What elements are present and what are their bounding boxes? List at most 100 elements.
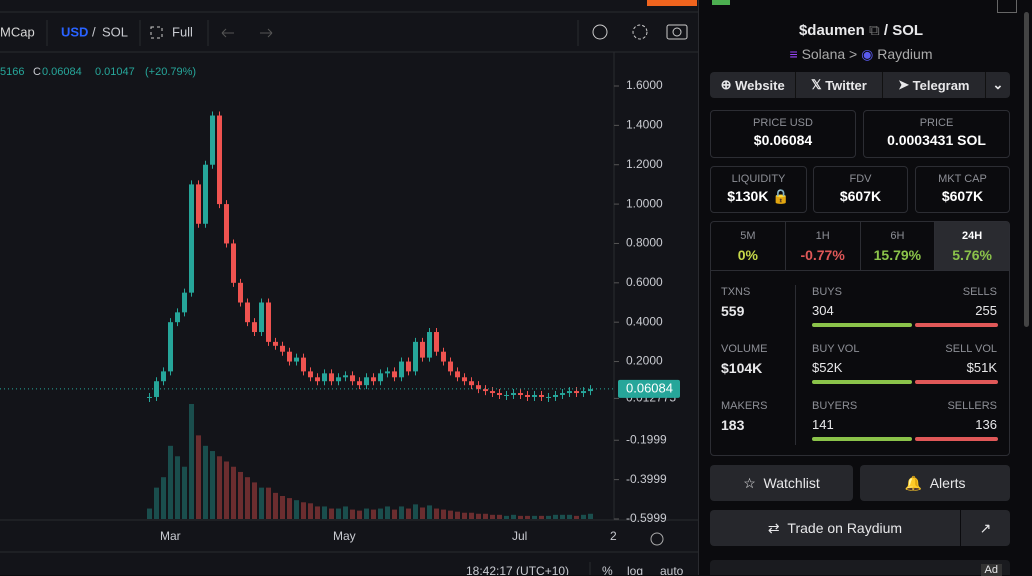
volume-bar <box>476 513 481 519</box>
sol[interactable]: SOL <box>102 24 128 39</box>
timeframes: 5M 0% 1H -0.77% 6H 15.79% 24H 5.76% <box>711 222 1009 271</box>
candle <box>259 302 264 333</box>
candle <box>203 164 208 224</box>
volume-bar <box>574 515 579 519</box>
candle <box>497 393 502 396</box>
timeframe[interactable]: 6H 15.79% <box>861 222 936 270</box>
auto-toggle[interactable]: auto <box>660 564 684 575</box>
links: ⊕ Website 𝕏 Twitter ➤ Telegram ⌄ <box>710 72 1010 98</box>
menu[interactable] <box>997 0 1017 13</box>
volume-bar <box>315 506 320 519</box>
volume-bar <box>224 461 229 519</box>
stat-right-label: SELLS <box>962 286 997 298</box>
y-tick-label: -0.3999 <box>626 472 667 486</box>
dex-name: Raydium <box>877 46 933 62</box>
legend-change: 0.01047 <box>95 66 135 78</box>
volume-bar <box>532 515 537 519</box>
watchlist[interactable]: ☆ Watchlist <box>710 465 853 501</box>
stat-left-value: 304 <box>812 303 834 318</box>
volume-bar <box>154 487 159 519</box>
scrollbar[interactable] <box>1024 12 1029 327</box>
volume-bar <box>567 514 572 519</box>
candle <box>490 391 495 394</box>
volume-bar <box>581 514 586 519</box>
timeframe[interactable]: 5M 0% <box>711 222 786 270</box>
candle <box>378 373 383 382</box>
sell-bar <box>915 323 998 327</box>
volume-bar <box>329 508 334 519</box>
volume-bar <box>175 456 180 519</box>
timeframe[interactable]: 24H 5.76% <box>935 222 1009 270</box>
more[interactable]: ⌄ <box>992 77 1004 92</box>
y-tick-label: 0.8000 <box>626 236 663 250</box>
trade[interactable]: ⇄ Trade on Raydium <box>710 510 960 546</box>
token-title: $daumen ⧉ / SOL <box>798 22 924 39</box>
volume-bar <box>441 509 446 519</box>
legend-close: 0.06084 <box>42 66 82 78</box>
external[interactable]: ↗ <box>961 510 1010 546</box>
stat-value: 183 <box>721 417 745 433</box>
sell-bar <box>915 380 998 384</box>
candle <box>273 341 278 346</box>
stat-value: $104K <box>721 360 763 376</box>
btn-text: Watchlist <box>763 475 820 491</box>
price-sol: PRICE 0.0003431 SOL <box>863 110 1010 158</box>
volume-bar <box>273 492 278 519</box>
status <box>712 0 730 5</box>
chain-name: Solana <box>801 46 846 62</box>
ad: Ad <box>980 564 1002 576</box>
candle <box>266 302 271 342</box>
candle <box>189 184 194 293</box>
volume-bar <box>406 508 411 519</box>
link[interactable]: 𝕏 Twitter <box>796 72 883 98</box>
label: FDV <box>849 173 872 185</box>
tf-label: 24H <box>962 230 983 242</box>
volume-bar <box>490 514 495 519</box>
link-text: Twitter <box>825 77 867 93</box>
usd[interactable]: USD <box>61 24 88 39</box>
candle <box>441 351 446 362</box>
volume-bar <box>462 512 467 519</box>
link[interactable]: ⊕ Website <box>710 72 797 98</box>
y-tick-label: 1.2000 <box>626 157 663 171</box>
candle <box>238 282 243 303</box>
candle <box>546 396 551 398</box>
candle <box>280 345 285 352</box>
candle <box>553 395 558 397</box>
log-toggle[interactable]: log <box>627 564 643 575</box>
tf-label: 1H <box>815 230 830 242</box>
link[interactable]: ➤ Telegram <box>883 72 986 98</box>
candle <box>504 395 509 397</box>
mcap[interactable]: MCap <box>0 24 35 39</box>
last-price-tag <box>618 379 680 398</box>
candle <box>357 381 362 386</box>
volume-bar <box>322 506 327 519</box>
stat-left-label: BUY VOL <box>812 343 860 355</box>
label: PRICE USD <box>753 117 813 129</box>
legend-prefix: 5166 <box>0 66 24 78</box>
candle <box>294 357 299 362</box>
candle <box>574 391 579 394</box>
stat-value: 559 <box>721 303 745 319</box>
volume-bar <box>196 435 201 519</box>
tf-label: 5M <box>740 230 756 242</box>
tf-value: 15.79% <box>873 247 922 263</box>
volume-bar <box>294 500 299 519</box>
candle <box>196 184 201 224</box>
alerts[interactable]: 🔔 Alerts <box>860 465 1010 501</box>
volume-bar <box>497 514 502 519</box>
stat-left-label: BUYS <box>812 286 842 298</box>
volume-bar <box>203 445 208 519</box>
candle <box>217 115 222 205</box>
time: 18:42:17 (UTC+10) <box>466 564 569 575</box>
volume-bar <box>287 498 292 519</box>
candle <box>210 115 215 165</box>
volume-bar <box>588 513 593 519</box>
stat-left-label: BUYERS <box>812 400 858 412</box>
full[interactable]: Full <box>172 24 193 39</box>
volume-bar <box>504 515 509 519</box>
volume-bar <box>560 514 565 519</box>
pct-toggle[interactable]: % <box>602 564 613 575</box>
timeframe[interactable]: 1H -0.77% <box>786 222 861 270</box>
